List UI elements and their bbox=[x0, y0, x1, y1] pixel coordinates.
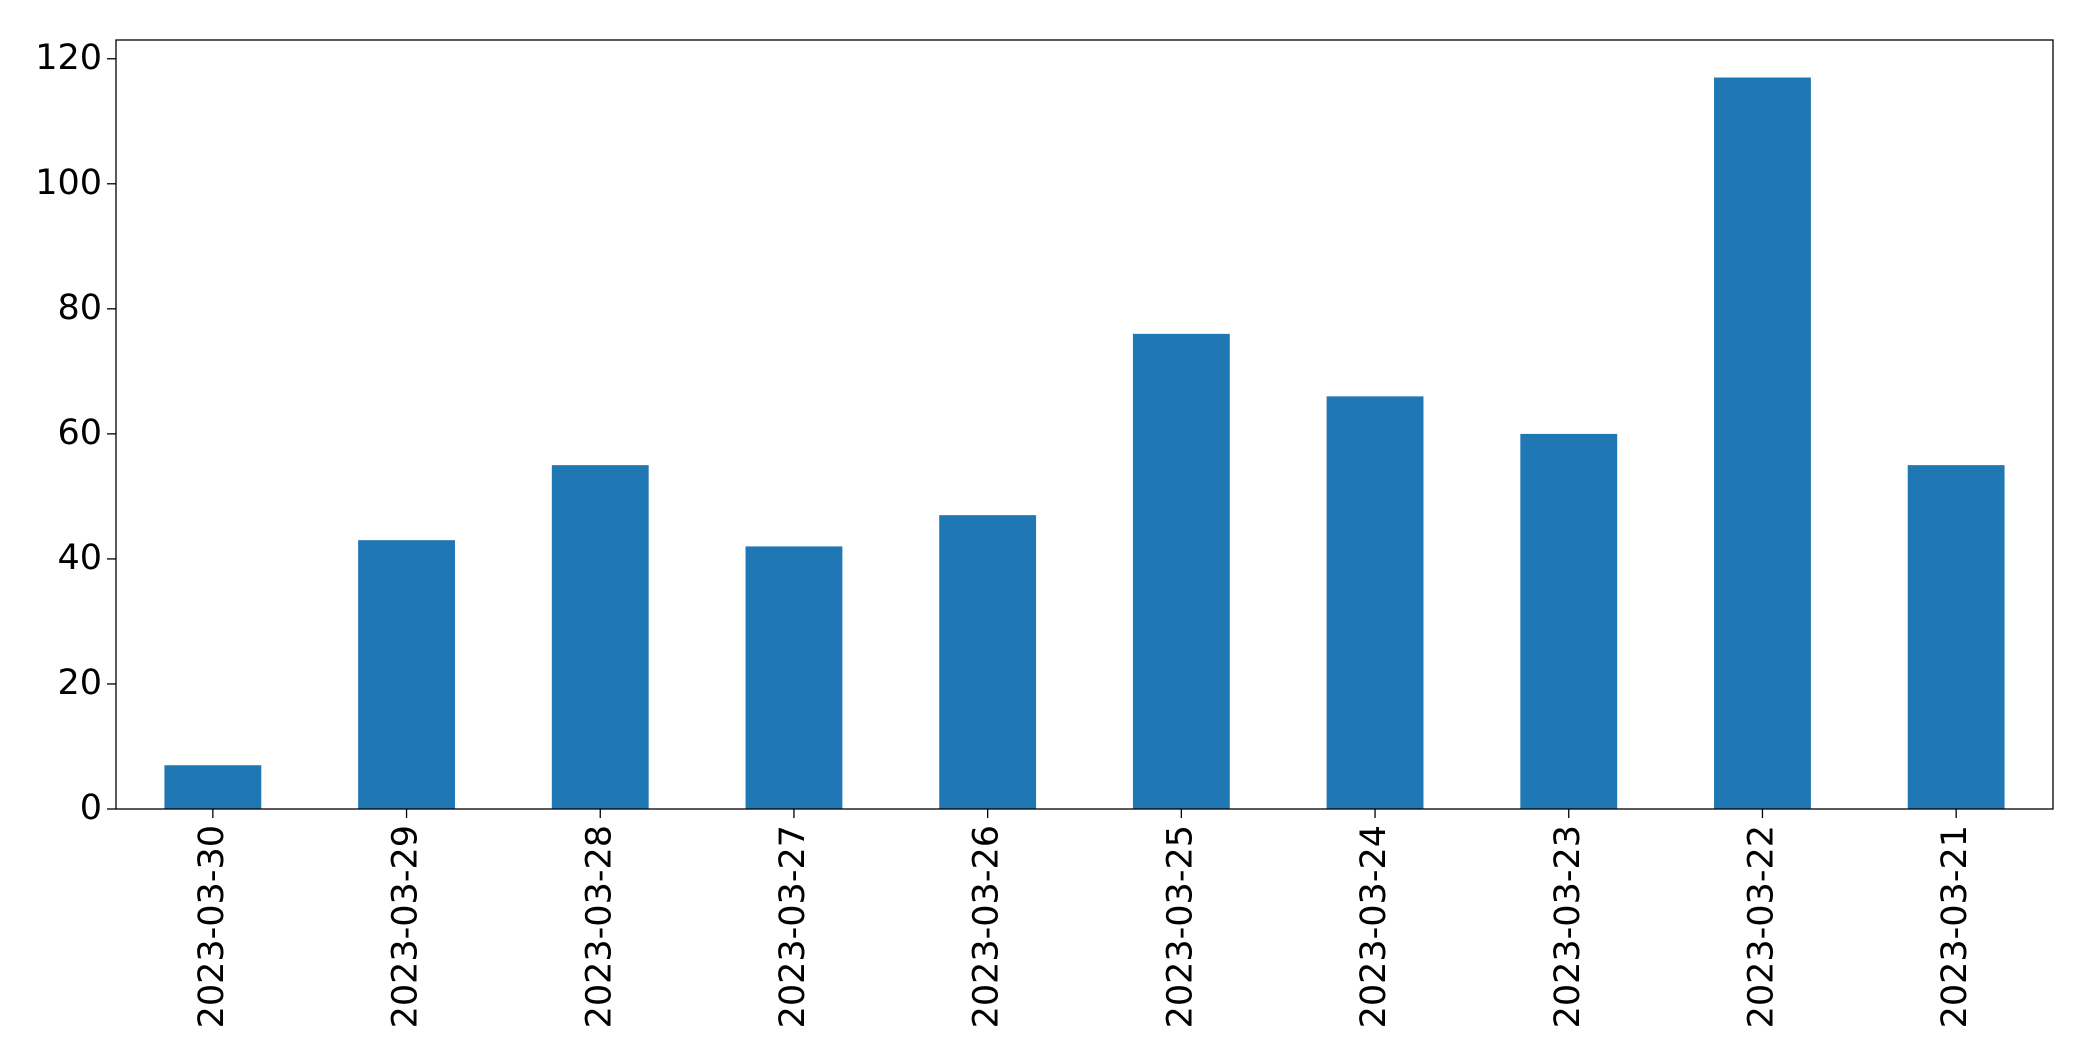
x-tick-label: 2023-03-21 bbox=[1935, 825, 1975, 1028]
plot-frame bbox=[115, 39, 2054, 810]
x-tick-label: 2023-03-26 bbox=[967, 825, 1007, 1028]
x-tick-label: 2023-03-22 bbox=[1741, 825, 1781, 1028]
bar bbox=[551, 465, 649, 809]
y-tick-label: 0 bbox=[80, 788, 102, 828]
x-tick-label: 2023-03-27 bbox=[773, 825, 813, 1028]
bar bbox=[1714, 77, 1811, 809]
y-tick-label: 40 bbox=[57, 538, 102, 578]
x-tick-label: 2023-03-23 bbox=[1548, 825, 1588, 1028]
y-tick-label: 80 bbox=[57, 288, 102, 328]
bar bbox=[358, 540, 455, 809]
y-tick-label: 20 bbox=[57, 663, 102, 703]
x-tick-label: 2023-03-30 bbox=[192, 825, 232, 1028]
bar bbox=[1326, 396, 1424, 809]
y-tick-label: 120 bbox=[35, 38, 102, 78]
bar bbox=[939, 515, 1037, 809]
bar bbox=[1132, 333, 1230, 809]
x-tick-label: 2023-03-28 bbox=[579, 825, 619, 1028]
bar bbox=[1907, 465, 2005, 809]
bar bbox=[164, 765, 262, 809]
x-tick-label: 2023-03-29 bbox=[386, 825, 426, 1028]
x-tick-label: 2023-03-24 bbox=[1354, 825, 1394, 1028]
bar bbox=[745, 546, 843, 809]
y-tick-label: 100 bbox=[35, 163, 102, 203]
y-tick-label: 60 bbox=[57, 413, 102, 453]
x-tick-label: 2023-03-25 bbox=[1160, 825, 1200, 1028]
bar bbox=[1520, 433, 1618, 809]
